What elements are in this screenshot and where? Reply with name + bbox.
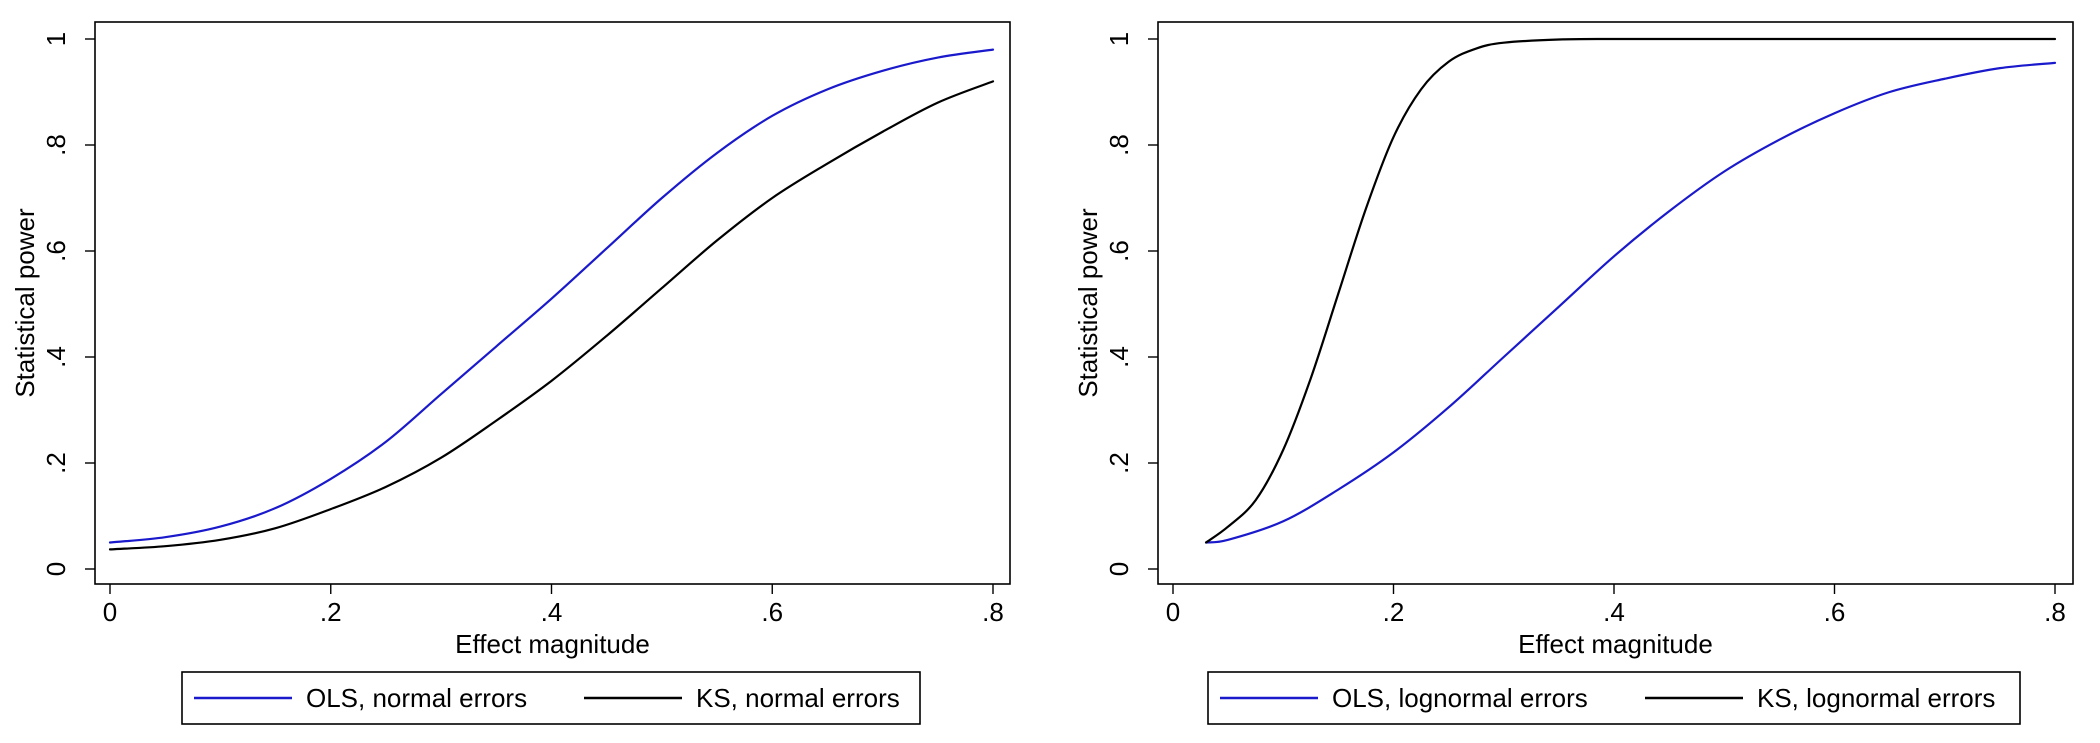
y-tick-label: .6 [41,240,71,262]
x-tick-label: .4 [1603,597,1625,627]
y-tick-label: 1 [1104,32,1134,46]
legend-label: KS, normal errors [696,683,900,713]
y-axis-title: Statistical power [1073,208,1103,398]
x-tick-label: .8 [2044,597,2066,627]
legend: OLS, lognormal errors KS, lognormal error… [1207,671,2021,725]
x-axis-title: Effect magnitude [1518,629,1713,659]
legend-box [1207,671,2021,725]
y-tick-label: 0 [1104,562,1134,576]
y-tick-label: .4 [1104,346,1134,368]
legend: OLS, normal errors KS, normal errors [181,671,921,725]
chart-panel-2: 0 .2 .4 .6 .8 0 .2 .4 .6 .8 1 Effect magnitude Stati… [1073,21,2074,725]
legend-label: OLS, lognormal errors [1332,683,1588,713]
legend-box [181,671,921,725]
plot-frame [94,21,1011,585]
y-tick-label: 1 [41,32,71,46]
y-axis-title: Statistical power [10,208,40,398]
legend-label: OLS, normal errors [306,683,527,713]
y-tick-label: .4 [41,346,71,368]
y-tick-label: .2 [1104,452,1134,474]
y-tick-label: .8 [1104,134,1134,156]
x-tick-label: .2 [1383,597,1405,627]
chart-panel-1: 0 .2 .4 .6 .8 0 .2 .4 .6 .8 1 Effect magnitude Stati… [10,21,1011,725]
y-tick-label: 0 [41,562,71,576]
x-axis-title: Effect magnitude [455,629,650,659]
x-tick-label: .6 [761,597,783,627]
legend-label: KS, lognormal errors [1757,683,1995,713]
series-line-ols-lognormal-errors [1204,61,2057,544]
series-line-ks-normal-errors [108,80,995,551]
x-tick-label: .4 [541,597,563,627]
series-line-ks-lognormal-errors [1204,37,2057,544]
y-tick-label: .2 [41,452,71,474]
x-tick-label: 0 [1166,597,1180,627]
x-tick-label: 0 [103,597,117,627]
plot-frame [1157,21,2074,585]
y-tick-label: .6 [1104,240,1134,262]
series-line-ols-normal-errors [108,48,995,544]
x-tick-label: .6 [1824,597,1846,627]
x-tick-label: .8 [982,597,1004,627]
x-tick-label: .2 [320,597,342,627]
y-tick-label: .8 [41,134,71,156]
